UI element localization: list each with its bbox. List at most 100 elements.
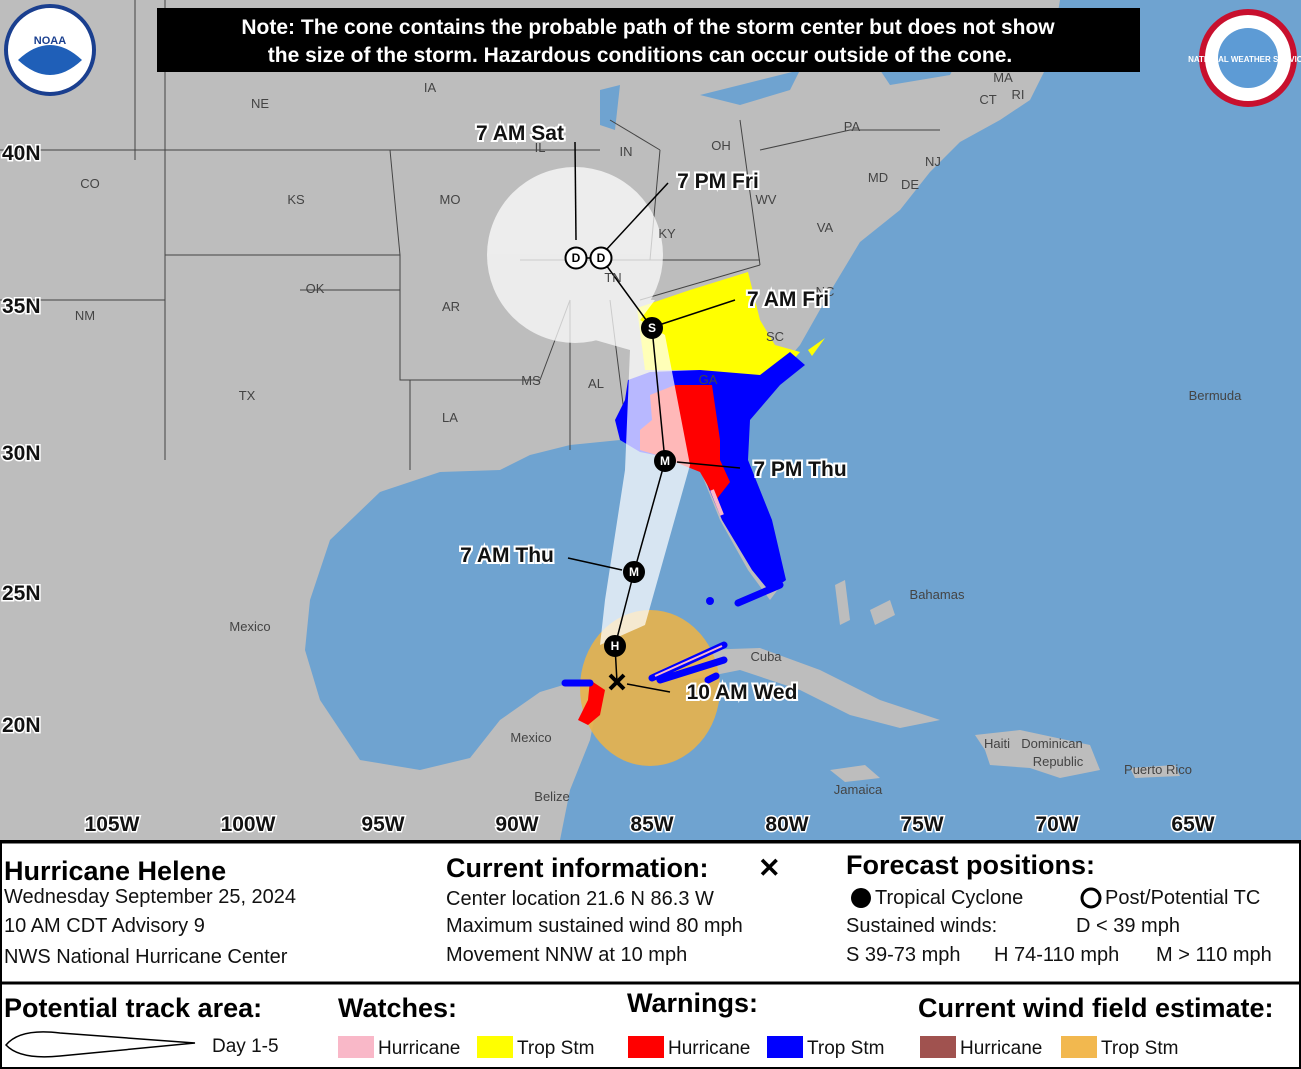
legend-text: Trop Stm (807, 1038, 884, 1059)
legend-swatch (767, 1036, 803, 1058)
longitude-label: 90W (495, 813, 538, 836)
forecast-marker (641, 317, 663, 339)
legend-swatch (1061, 1036, 1097, 1058)
place-label: NM (75, 308, 95, 323)
place-label: CO (80, 176, 100, 191)
legend-heading: Potential track area: (4, 993, 262, 1023)
place-label: SC (766, 329, 784, 344)
storm-line: 10 AM CDT Advisory 9 (4, 915, 205, 937)
forecast-time: 7 AM Thu (460, 544, 554, 567)
forecast-marker (654, 450, 676, 472)
info-panel (0, 840, 1301, 1069)
place-label: NE (251, 96, 269, 111)
note-line: Note: The cone contains the probable pat… (241, 16, 1055, 39)
forecast-text: D < 39 mph (1076, 915, 1180, 937)
legend-tc (851, 888, 871, 908)
place-label: Belize (534, 789, 569, 804)
current-heading: Current information: (446, 853, 709, 883)
current-position (608, 673, 626, 691)
place-label: MD (868, 170, 888, 185)
cuba (650, 648, 940, 728)
forecast-time: 7 PM Fri (677, 170, 759, 193)
longitude-label: 100W (221, 813, 276, 836)
longitude-label: 75W (900, 813, 943, 836)
place-label: TN (604, 270, 621, 285)
place-label: RI (1012, 87, 1025, 102)
forecast-text: Tropical Cyclone (875, 887, 1023, 909)
forecast-time: 7 PM Thu (753, 458, 846, 481)
place-label: Puerto Rico (1124, 762, 1192, 777)
forecast-marker-letter: D (572, 251, 581, 265)
warning-dot (706, 597, 714, 605)
place-label: Jamaica (834, 782, 883, 797)
place-label: Mexico (510, 730, 551, 745)
place-label: VA (817, 220, 834, 235)
place-label: KS (287, 192, 305, 207)
legend-text: Hurricane (378, 1038, 460, 1059)
jamaica (830, 765, 880, 782)
legend-swatch (477, 1036, 513, 1058)
legend-text: Hurricane (668, 1038, 750, 1059)
forecast-marker (623, 561, 645, 583)
longitude-label: 95W (361, 813, 404, 836)
watch-hurricane-pink-cuba (654, 645, 723, 677)
legend-post-tc (1080, 887, 1102, 909)
storm-name: Hurricane Helene (4, 856, 226, 886)
place-label: MO (440, 192, 461, 207)
forecast-marker-letter: D (597, 251, 606, 265)
place-label: Cuba (750, 649, 782, 664)
forecast-marker-letter: M (660, 454, 670, 468)
place-label: IL (535, 140, 546, 155)
latitude-label: 30N (2, 442, 41, 465)
place-label: LA (442, 410, 458, 425)
current-line: Center location 21.6 N 86.3 W (446, 888, 714, 910)
place-label: Dominican (1021, 736, 1082, 751)
current-line: Movement NNW at 10 mph (446, 944, 687, 966)
forecast-text: S 39-73 mph (846, 944, 961, 966)
legend-heading: Warnings: (627, 988, 758, 1018)
forecast-text: Post/Potential TC (1105, 887, 1260, 909)
legend-swatch (920, 1036, 956, 1058)
latitude-label: 20N (2, 714, 41, 737)
place-label: Republic (1033, 754, 1084, 769)
storm-line: Wednesday September 25, 2024 (4, 886, 296, 908)
leaders (567, 141, 741, 693)
place-label: IN (620, 144, 633, 159)
bahamas (835, 580, 895, 625)
place-label: IA (424, 80, 437, 95)
place-label: OH (711, 138, 731, 153)
latitude-label: 40N (2, 142, 41, 165)
forecast-text: M > 110 mph (1156, 944, 1272, 966)
longitude-label: 65W (1171, 813, 1214, 836)
place-label: MS (521, 373, 541, 388)
forecast-heading: Forecast positions: (846, 850, 1095, 880)
legend-heading: Current wind field estimate: (918, 993, 1274, 1023)
place-label: Bahamas (910, 587, 965, 602)
legend-swatch (338, 1036, 374, 1058)
forecast-marker-letter: S (648, 321, 656, 335)
latitude-label: 35N (2, 295, 41, 318)
watch-hurricane-pink (710, 489, 724, 516)
note-box (157, 8, 1140, 72)
legend-swatch (628, 1036, 664, 1058)
legend-text: Hurricane (960, 1038, 1042, 1059)
place-label: AR (442, 299, 460, 314)
storm-line: NWS National Hurricane Center (4, 946, 288, 968)
nws-logo-inner (1218, 28, 1278, 88)
longitude-label: 85W (630, 813, 673, 836)
noaa-logo-text: NOAA (34, 35, 66, 47)
forecast-marker-letter: H (611, 639, 620, 653)
forecast-text: H 74-110 mph (994, 944, 1119, 966)
forecast-time: 10 AM Wed (687, 681, 798, 704)
place-label: GA (699, 372, 718, 387)
forecast-marker (604, 635, 626, 657)
place-label: WV (756, 192, 777, 207)
place-label: MA (993, 70, 1013, 85)
legend-text: Trop Stm (1101, 1038, 1178, 1059)
forecast-text: Sustained winds: (846, 915, 997, 937)
place-label: NC (816, 284, 835, 299)
legend-cone (5, 1031, 196, 1058)
forecast-marker (564, 246, 588, 270)
hispaniola (975, 730, 1100, 778)
